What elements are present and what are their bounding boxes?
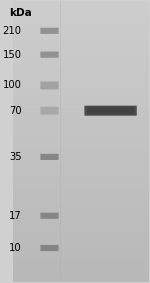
FancyBboxPatch shape	[40, 28, 59, 34]
FancyBboxPatch shape	[40, 213, 59, 219]
Text: 10: 10	[9, 243, 22, 253]
Text: 35: 35	[9, 152, 22, 162]
FancyBboxPatch shape	[40, 245, 59, 251]
Text: 210: 210	[3, 26, 22, 36]
Text: kDa: kDa	[10, 8, 32, 18]
FancyBboxPatch shape	[40, 52, 59, 58]
Text: 150: 150	[3, 50, 22, 60]
Text: 100: 100	[3, 80, 22, 91]
FancyBboxPatch shape	[40, 154, 59, 160]
Text: 70: 70	[9, 106, 22, 116]
FancyBboxPatch shape	[40, 107, 59, 115]
FancyBboxPatch shape	[84, 106, 137, 116]
FancyBboxPatch shape	[40, 82, 59, 89]
Text: 17: 17	[9, 211, 22, 221]
FancyBboxPatch shape	[87, 107, 134, 114]
